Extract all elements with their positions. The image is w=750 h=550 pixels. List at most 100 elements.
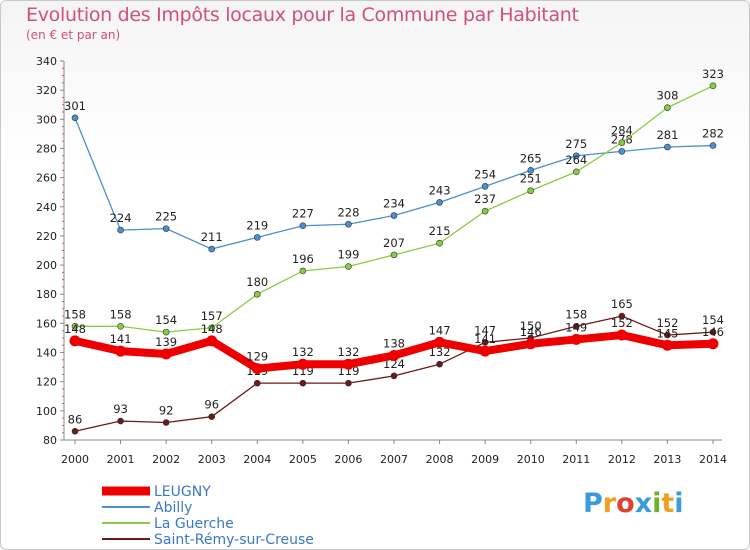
data-label: 165 xyxy=(611,297,633,311)
data-point xyxy=(572,322,580,330)
x-tick-label: 2012 xyxy=(608,453,636,466)
data-label: 180 xyxy=(246,275,268,289)
data-label: 158 xyxy=(64,307,86,321)
y-tick-label: 100 xyxy=(36,405,57,418)
data-label: 323 xyxy=(702,67,724,81)
y-tick-label: 160 xyxy=(36,317,57,330)
data-point xyxy=(527,187,535,195)
data-label: 146 xyxy=(520,325,542,339)
legend-label: LEUGNY xyxy=(154,484,211,500)
data-point xyxy=(253,290,261,298)
logo-letter: r xyxy=(602,488,617,519)
data-label: 207 xyxy=(383,236,405,250)
data-label: 141 xyxy=(110,332,132,346)
data-label: 219 xyxy=(246,218,268,232)
legend-label: La Guerche xyxy=(154,516,234,532)
data-label: 139 xyxy=(155,335,177,349)
data-point xyxy=(162,328,170,336)
data-label: 93 xyxy=(113,402,128,416)
data-point xyxy=(709,328,717,336)
data-point xyxy=(162,225,170,232)
y-tick-label: 260 xyxy=(36,172,57,185)
logo-letter: i xyxy=(652,488,662,519)
data-label: 281 xyxy=(656,128,678,142)
data-label: 227 xyxy=(292,207,314,221)
x-tick-label: 2006 xyxy=(334,453,362,466)
data-point xyxy=(572,168,580,176)
data-label: 215 xyxy=(429,224,451,238)
data-label: 199 xyxy=(337,248,359,262)
data-label: 132 xyxy=(337,345,359,359)
x-tick-label: 2000 xyxy=(61,453,89,466)
x-tick-label: 2010 xyxy=(517,453,545,466)
data-label: 228 xyxy=(337,205,359,219)
data-point xyxy=(115,345,127,357)
proxiti-logo: Proxiti xyxy=(583,488,684,519)
data-point xyxy=(297,358,309,370)
y-tick-label: 80 xyxy=(43,434,57,447)
data-label: 132 xyxy=(429,345,451,359)
data-point xyxy=(661,339,673,351)
data-point xyxy=(251,363,263,375)
data-point xyxy=(388,349,400,361)
data-label: 234 xyxy=(383,197,405,211)
logo-letter: i xyxy=(674,488,684,519)
data-point xyxy=(117,226,124,234)
x-tick-label: 2014 xyxy=(699,453,727,466)
data-point xyxy=(117,322,124,330)
data-point xyxy=(572,152,580,160)
logo-letter: t xyxy=(661,488,675,519)
data-label: 150 xyxy=(520,319,542,333)
data-point xyxy=(390,372,398,380)
data-label: 86 xyxy=(68,412,83,426)
data-label: 96 xyxy=(204,398,219,412)
data-point xyxy=(299,379,307,387)
data-label: 158 xyxy=(565,307,587,321)
data-label: 148 xyxy=(64,322,86,336)
data-label: 141 xyxy=(474,332,496,346)
y-tick-label: 140 xyxy=(36,347,57,360)
data-point xyxy=(345,220,352,228)
y-tick-label: 280 xyxy=(36,142,57,155)
data-point xyxy=(208,324,216,332)
data-label: 149 xyxy=(565,320,587,334)
chart-subtitle: (en € et par an) xyxy=(26,28,121,42)
data-label: 284 xyxy=(611,124,633,138)
x-tick-label: 2001 xyxy=(107,453,135,466)
data-label: 154 xyxy=(155,313,177,327)
data-point xyxy=(481,207,489,215)
data-point xyxy=(117,417,124,425)
data-point xyxy=(299,222,307,230)
data-label: 92 xyxy=(159,404,174,418)
data-label: 301 xyxy=(64,99,86,113)
data-point xyxy=(69,335,81,347)
data-label: 152 xyxy=(656,316,678,330)
data-point xyxy=(709,82,717,90)
data-label: 132 xyxy=(292,345,314,359)
data-label: 224 xyxy=(110,211,132,225)
data-point xyxy=(71,114,79,122)
data-point xyxy=(481,339,489,346)
data-point xyxy=(206,335,218,347)
data-point xyxy=(570,333,582,345)
data-point xyxy=(618,148,626,155)
data-label: 225 xyxy=(155,210,177,224)
legend-label: Abilly xyxy=(154,500,192,516)
data-label: 147 xyxy=(474,323,496,337)
data-point xyxy=(253,234,261,241)
data-point xyxy=(208,413,216,420)
data-label: 145 xyxy=(656,326,678,340)
data-label: 254 xyxy=(474,167,496,181)
x-tick-label: 2004 xyxy=(243,453,271,466)
data-label: 237 xyxy=(474,192,496,206)
data-label: 138 xyxy=(383,336,405,350)
data-point xyxy=(162,419,170,426)
data-point xyxy=(436,360,443,368)
data-point xyxy=(345,263,352,270)
legend-label: Saint-Rémy-sur-Creuse xyxy=(154,532,314,548)
data-point xyxy=(436,239,443,247)
data-label: 264 xyxy=(565,153,587,167)
data-label: 146 xyxy=(702,325,724,339)
data-point xyxy=(525,338,537,350)
